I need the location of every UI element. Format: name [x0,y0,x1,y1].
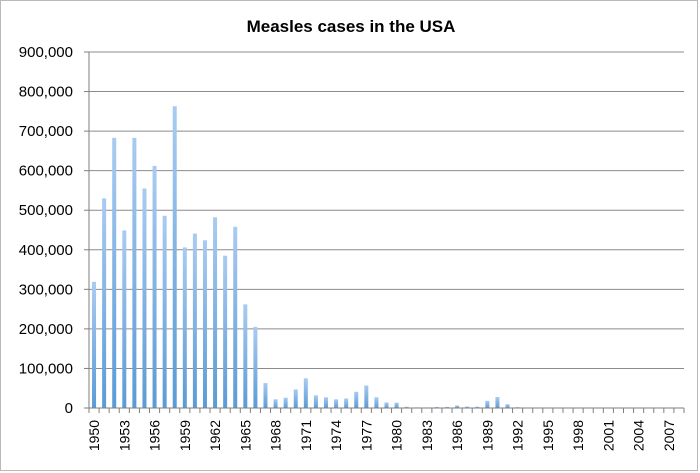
x-tick-label: 1983 [419,420,435,451]
gridlines [89,51,684,369]
bar-1968 [273,399,278,408]
x-tick-label: 1974 [328,420,344,451]
bar-1957 [162,215,167,408]
y-tick-label: 900,000 [19,44,73,61]
bar-1961 [202,240,207,408]
bar-1956 [152,165,157,408]
x-tick-label: 1950 [86,420,102,451]
x-tick-label: 1980 [389,420,405,451]
bar-1988 [475,406,480,408]
x-tick-label: 1962 [207,420,223,451]
bar-1977 [364,385,369,408]
x-tick-label: 1992 [510,420,526,451]
y-tick-label: 700,000 [19,123,73,140]
bar-1952 [112,137,117,408]
bar-1980 [394,402,399,408]
bar-1962 [213,217,218,408]
y-tick-label: 800,000 [19,84,73,101]
y-tick-label: 400,000 [19,242,73,259]
x-tick-label: 2004 [631,420,647,451]
bar-1985 [445,406,450,408]
bar-1975 [344,398,349,408]
x-tick-label: 1959 [177,420,193,451]
x-tick-label: 1989 [479,420,495,451]
bar-1950 [92,281,97,408]
chart-title: Measles cases in the USA [247,17,456,36]
x-tick-label: 2007 [661,420,677,451]
bar-1987 [465,406,470,408]
x-tick-label: 1995 [540,420,556,451]
bar-1953 [122,230,127,408]
x-tick-label: 1986 [449,420,465,451]
bar-1954 [132,137,137,408]
bar-1951 [102,198,107,408]
bar-1989 [485,400,490,408]
bar-1981 [404,406,409,408]
bar-1960 [192,233,197,408]
x-tick-label: 2001 [600,420,616,451]
bar-1984 [434,406,439,408]
bar-1958 [172,106,177,408]
bar-1959 [182,247,187,408]
y-tick-labels: 0 100,000 200,000 300,000 400,000 500,000 600,… [19,44,89,417]
x-tick-label: 1956 [147,420,163,451]
y-tick-label: 0 [65,400,73,417]
bar-1978 [374,397,379,408]
bars [92,106,681,408]
x-tick-label: 1965 [237,420,253,451]
x-tick-labels: 1950 1953 1956 1959 1962 1965 1968 1971 1974 1977… [86,420,677,451]
x-tick-label: 1953 [116,420,132,451]
y-tick-label: 100,000 [19,360,73,377]
x-tick-label: 1968 [268,420,284,451]
bar-1979 [384,402,389,408]
bar-1986 [455,405,460,408]
bar-1965 [243,304,248,408]
y-tick-label: 300,000 [19,281,73,298]
bar-1970 [293,389,298,408]
y-tick-label: 600,000 [19,163,73,180]
bar-1955 [142,188,147,408]
axes [88,52,685,413]
bar-1967 [263,383,268,408]
bar-1974 [334,399,339,408]
bar-1973 [323,397,328,408]
y-tick-label: 200,000 [19,321,73,338]
bar-1964 [233,226,238,408]
x-tick-label: 1977 [358,420,374,451]
bar-1972 [313,395,318,408]
bar-1966 [253,326,258,408]
y-tick-label: 500,000 [19,202,73,219]
x-tick-label: 1971 [298,420,314,451]
bar-1991 [505,404,510,408]
bar-1990 [495,397,500,408]
bar-1971 [303,378,308,408]
bar-1963 [223,255,228,408]
bar-1976 [354,391,359,408]
x-tick-label: 1998 [570,420,586,451]
bar-1969 [283,397,288,408]
